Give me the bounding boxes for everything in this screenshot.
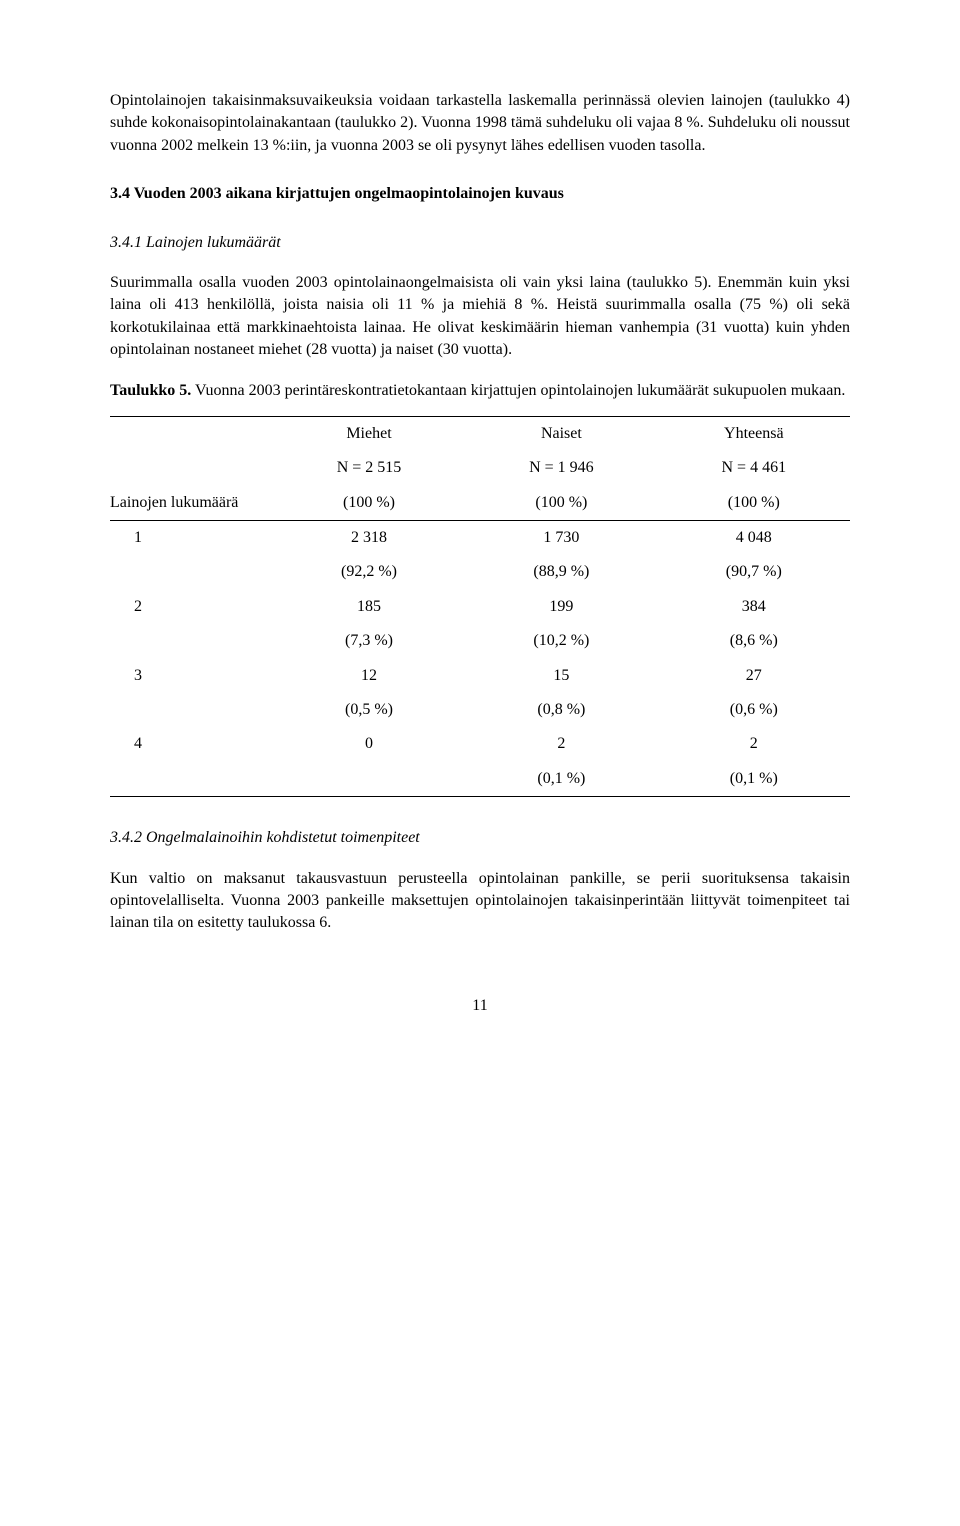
table-row: 2 185 199 384 <box>110 590 850 624</box>
table5-header-miehet-line1: Miehet <box>273 416 465 451</box>
table-row: (0,5 %) (0,8 %) (0,6 %) <box>110 693 850 727</box>
table5-header-miehet-line3: (100 %) <box>273 486 465 521</box>
row3-yhteensa-value: 27 <box>658 659 850 693</box>
table-row: (92,2 %) (88,9 %) (90,7 %) <box>110 555 850 589</box>
paragraph-actions: Kun valtio on maksanut takausvastuun per… <box>110 868 850 935</box>
table5-header-yhteensa-line3: (100 %) <box>658 486 850 521</box>
table5-header-rowhead-line3: Lainojen lukumäärä <box>110 486 273 521</box>
table-row: 4 0 2 2 <box>110 727 850 761</box>
row4-naiset-pct: (0,1 %) <box>465 762 657 797</box>
table5-header-yhteensa-line1: Yhteensä <box>658 416 850 451</box>
row1-label: 1 <box>110 521 273 556</box>
table-row: (0,1 %) (0,1 %) <box>110 762 850 797</box>
table-row: 1 2 318 1 730 4 048 <box>110 521 850 556</box>
row4-yhteensa-pct: (0,1 %) <box>658 762 850 797</box>
page-number: 11 <box>110 995 850 1017</box>
row1-naiset-pct: (88,9 %) <box>465 555 657 589</box>
table-row: 3 12 15 27 <box>110 659 850 693</box>
row4-miehet-pct <box>273 762 465 797</box>
row1-yhteensa-value: 4 048 <box>658 521 850 556</box>
table5-header-miehet-line2: N = 2 515 <box>273 451 465 485</box>
row3-miehet-value: 12 <box>273 659 465 693</box>
row1-yhteensa-pct: (90,7 %) <box>658 555 850 589</box>
row4-naiset-value: 2 <box>465 727 657 761</box>
table5-header-naiset-line2: N = 1 946 <box>465 451 657 485</box>
row2-miehet-value: 185 <box>273 590 465 624</box>
row2-yhteensa-value: 384 <box>658 590 850 624</box>
row2-naiset-pct: (10,2 %) <box>465 624 657 658</box>
row3-naiset-value: 15 <box>465 659 657 693</box>
subsection-heading-3-4-1: 3.4.1 Lainojen lukumäärät <box>110 232 850 254</box>
table5-caption-text: Vuonna 2003 perintäreskontratietokantaan… <box>191 382 845 399</box>
paragraph-loans-count: Suurimmalla osalla vuoden 2003 opintolai… <box>110 272 850 362</box>
row2-yhteensa-pct: (8,6 %) <box>658 624 850 658</box>
row3-miehet-pct: (0,5 %) <box>273 693 465 727</box>
table5-header-naiset-line3: (100 %) <box>465 486 657 521</box>
row2-label: 2 <box>110 590 273 624</box>
row1-miehet-pct: (92,2 %) <box>273 555 465 589</box>
table-row: (7,3 %) (10,2 %) (8,6 %) <box>110 624 850 658</box>
paragraph-intro: Opintolainojen takaisinmaksuvaikeuksia v… <box>110 90 850 157</box>
row3-label: 3 <box>110 659 273 693</box>
row1-miehet-value: 2 318 <box>273 521 465 556</box>
section-heading-3-4: 3.4 Vuoden 2003 aikana kirjattujen ongel… <box>110 183 850 205</box>
table5-header-rowhead-line2 <box>110 451 273 485</box>
row4-label: 4 <box>110 727 273 761</box>
table5-header-naiset-line1: Naiset <box>465 416 657 451</box>
row3-yhteensa-pct: (0,6 %) <box>658 693 850 727</box>
subsection-heading-3-4-2: 3.4.2 Ongelmalainoihin kohdistetut toime… <box>110 827 850 849</box>
row4-miehet-value: 0 <box>273 727 465 761</box>
row2-miehet-pct: (7,3 %) <box>273 624 465 658</box>
table5-caption: Taulukko 5. Vuonna 2003 perintäreskontra… <box>110 380 850 402</box>
table5-header-yhteensa-line2: N = 4 461 <box>658 451 850 485</box>
row4-yhteensa-value: 2 <box>658 727 850 761</box>
table5: Miehet Naiset Yhteensä N = 2 515 N = 1 9… <box>110 416 850 797</box>
row3-naiset-pct: (0,8 %) <box>465 693 657 727</box>
table5-caption-label: Taulukko 5. <box>110 382 191 399</box>
row2-naiset-value: 199 <box>465 590 657 624</box>
table5-header-rowhead-line1 <box>110 416 273 451</box>
row1-naiset-value: 1 730 <box>465 521 657 556</box>
